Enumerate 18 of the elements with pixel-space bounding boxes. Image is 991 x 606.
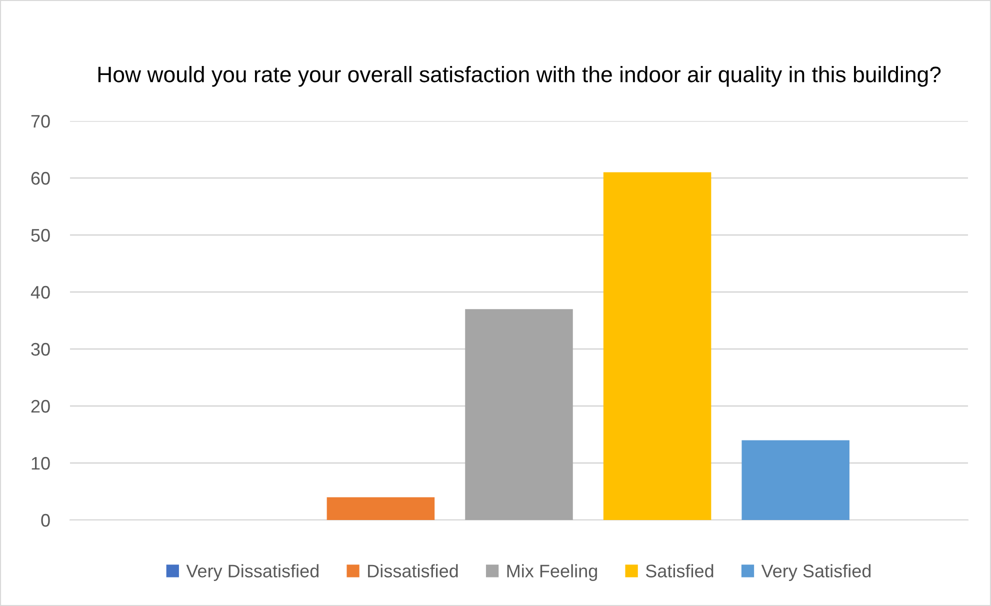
y-tick-label: 10	[32, 456, 50, 470]
bar	[465, 309, 573, 520]
bar	[603, 172, 712, 520]
legend-label: Mix Feeling	[507, 564, 597, 582]
y-tick-label: 60	[31, 172, 50, 185]
y-tick-label: 70	[31, 114, 50, 128]
legend-label: Very Dissatisfied	[186, 564, 318, 582]
legend-label: Very Satisfied	[761, 564, 871, 582]
bar	[326, 497, 435, 520]
chart-title: How would you rate your overall satisfaction with the indoor air quality in this building?	[98, 66, 941, 87]
bar	[742, 440, 850, 520]
y-tick-label: 30	[31, 342, 50, 356]
legend-label: Dissatisfied	[368, 564, 458, 578]
y-tick-label: 20	[31, 400, 50, 413]
y-tick-label: 40	[30, 286, 50, 299]
y-tick-label: 50	[31, 228, 50, 242]
legend-label: Satisfied	[646, 564, 714, 578]
y-tick-label: 0	[41, 514, 50, 527]
